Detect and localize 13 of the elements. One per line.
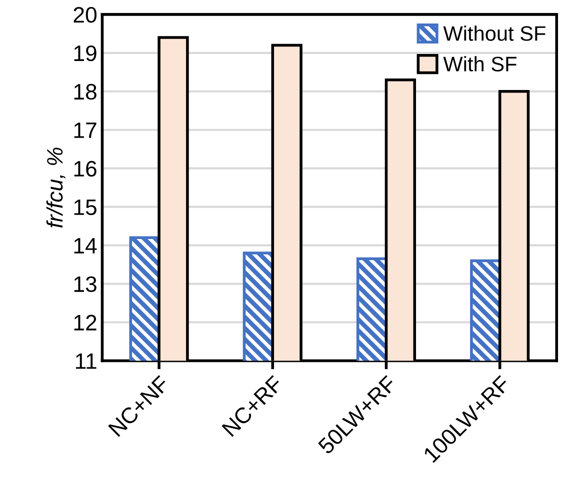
y-tick-label: 14 bbox=[74, 238, 97, 254]
y-tick-label: 15 bbox=[74, 200, 96, 216]
y-tick-label: 18 bbox=[74, 84, 96, 100]
y-tick-label: 17 bbox=[74, 122, 96, 138]
y-axis-title: fr/fcu, % bbox=[46, 148, 66, 228]
y-tick-label: 12 bbox=[74, 314, 96, 330]
y-tick-label: 11 bbox=[76, 354, 96, 369]
y-tick-label: 13 bbox=[74, 276, 96, 292]
legend-label: With SF bbox=[443, 56, 516, 72]
legend-label: Without SF bbox=[443, 26, 546, 41]
y-tick-label: 20 bbox=[74, 6, 97, 23]
y-tick-label: 16 bbox=[74, 160, 96, 177]
y-tick-label: 19 bbox=[74, 45, 96, 62]
